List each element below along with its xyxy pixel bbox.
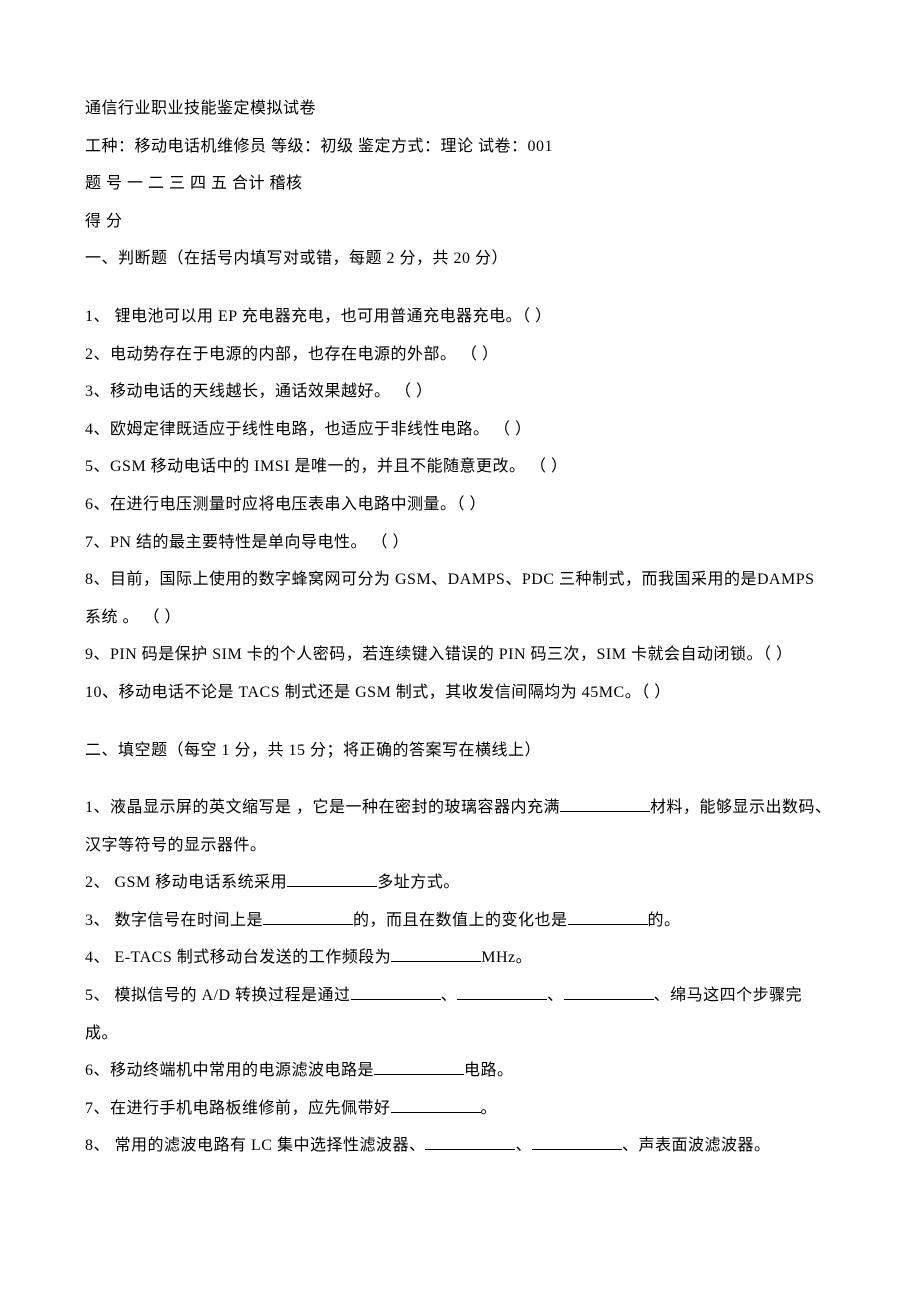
text-part: 。 [481, 1100, 498, 1117]
exam-title: 通信行业职业技能鉴定模拟试卷 [85, 90, 835, 128]
fill-blank-item: 7、在进行手机电路板维修前，应先佩带好 。 [85, 1090, 835, 1128]
text-part: 4、 E-TACS 制式移动台发送的工作频段为 [85, 949, 391, 966]
gap [85, 769, 835, 789]
fill-blank-item: 4、 E-TACS 制式移动台发送的工作频段为 MHz。 [85, 939, 835, 977]
fill-blank-item: 8、 常用的滤波电路有 LC 集中选择性滤波器、 、 、声表面波滤波器。 [85, 1127, 835, 1165]
judgement-item: 8、目前，国际上使用的数字蜂窝网可分为 GSM、DAMPS、PDC 三种制式，而… [85, 561, 835, 636]
text-part: 电路。 [464, 1062, 514, 1079]
text-part: 1、液晶显示屏的英文缩写是 ，它是一种在密封的玻璃容器内充满 [85, 799, 560, 816]
judgement-item: 9、PIN 码是保护 SIM 卡的个人密码，若连续键入错误的 PIN 码三次，S… [85, 636, 835, 674]
score-row: 得 分 [85, 203, 835, 241]
blank-line [374, 1074, 464, 1075]
text-part: 、 [515, 1137, 532, 1154]
text-part: 2、 GSM 移动电话系统采用 [85, 874, 287, 891]
section2-title: 二、填空题（每空 1 分，共 15 分；将正确的答案写在横线上） [85, 732, 835, 770]
blank-line [532, 1149, 622, 1150]
exam-info: 工种：移动电话机维修员 等级：初级 鉴定方式：理论 试卷：001 [85, 128, 835, 166]
blank-line [564, 999, 654, 1000]
blank-line [457, 999, 547, 1000]
text-part: 、 [441, 987, 458, 1004]
text-part: 、声表面波滤波器。 [622, 1137, 771, 1154]
text-part: 8、 常用的滤波电路有 LC 集中选择性滤波器、 [85, 1137, 425, 1154]
judgement-item: 7、PN 结的最主要特性是单向导电性。 （ ） [85, 524, 835, 562]
judgement-item: 1、 锂电池可以用 EP 充电器充电，也可用普通充电器充电。（ ） [85, 298, 835, 336]
blank-line [263, 924, 353, 925]
text-part: 多址方式。 [377, 874, 460, 891]
section1-title: 一、判断题（在括号内填写对或错，每题 2 分，共 20 分） [85, 240, 835, 278]
blank-line [351, 999, 441, 1000]
gap [85, 712, 835, 732]
text-part: 的。 [648, 912, 681, 929]
blank-line [425, 1149, 515, 1150]
text-part: 的，而且在数值上的变化也是 [353, 912, 568, 929]
judgement-item: 4、欧姆定律既适应于线性电路，也适应于非线性电路。 （ ） [85, 411, 835, 449]
blank-line [391, 961, 481, 962]
fill-blank-item: 2、 GSM 移动电话系统采用 多址方式。 [85, 864, 835, 902]
blank-line [287, 886, 377, 887]
judgement-item: 3、移动电话的天线越长，通话效果越好。 （ ） [85, 373, 835, 411]
blank-line [568, 924, 648, 925]
score-header: 题 号 一 二 三 四 五 合计 稽核 [85, 165, 835, 203]
text-part: 6、移动终端机中常用的电源滤波电路是 [85, 1062, 374, 1079]
judgement-item: 5、GSM 移动电话中的 IMSI 是唯一的，并且不能随意更改。 （ ） [85, 448, 835, 486]
section2-items: 1、液晶显示屏的英文缩写是 ，它是一种在密封的玻璃容器内充满材料，能够显示出数码… [85, 789, 835, 1165]
judgement-item: 2、电动势存在于电源的内部，也存在电源的外部。 （ ） [85, 336, 835, 374]
blank-line [391, 1112, 481, 1113]
text-part: 5、 模拟信号的 A/D 转换过程是通过 [85, 987, 351, 1004]
text-part: 、 [547, 987, 564, 1004]
fill-blank-item: 5、 模拟信号的 A/D 转换过程是通过、、、绵马这四个步骤完成。 [85, 977, 835, 1052]
gap [85, 278, 835, 298]
text-part: MHz。 [481, 949, 532, 966]
fill-blank-item: 3、 数字信号在时间上是 的，而且在数值上的变化也是 的。 [85, 902, 835, 940]
blank-line [560, 811, 650, 812]
fill-blank-item: 1、液晶显示屏的英文缩写是 ，它是一种在密封的玻璃容器内充满材料，能够显示出数码… [85, 789, 835, 864]
fill-blank-item: 6、移动终端机中常用的电源滤波电路是 电路。 [85, 1052, 835, 1090]
judgement-item: 6、在进行电压测量时应将电压表串入电路中测量。（ ） [85, 486, 835, 524]
judgement-item: 10、移动电话不论是 TACS 制式还是 GSM 制式，其收发信间隔均为 45M… [85, 674, 835, 712]
text-part: 3、 数字信号在时间上是 [85, 912, 263, 929]
section1-items: 1、 锂电池可以用 EP 充电器充电，也可用普通充电器充电。（ ）2、电动势存在… [85, 298, 835, 712]
text-part: 7、在进行手机电路板维修前，应先佩带好 [85, 1100, 391, 1117]
